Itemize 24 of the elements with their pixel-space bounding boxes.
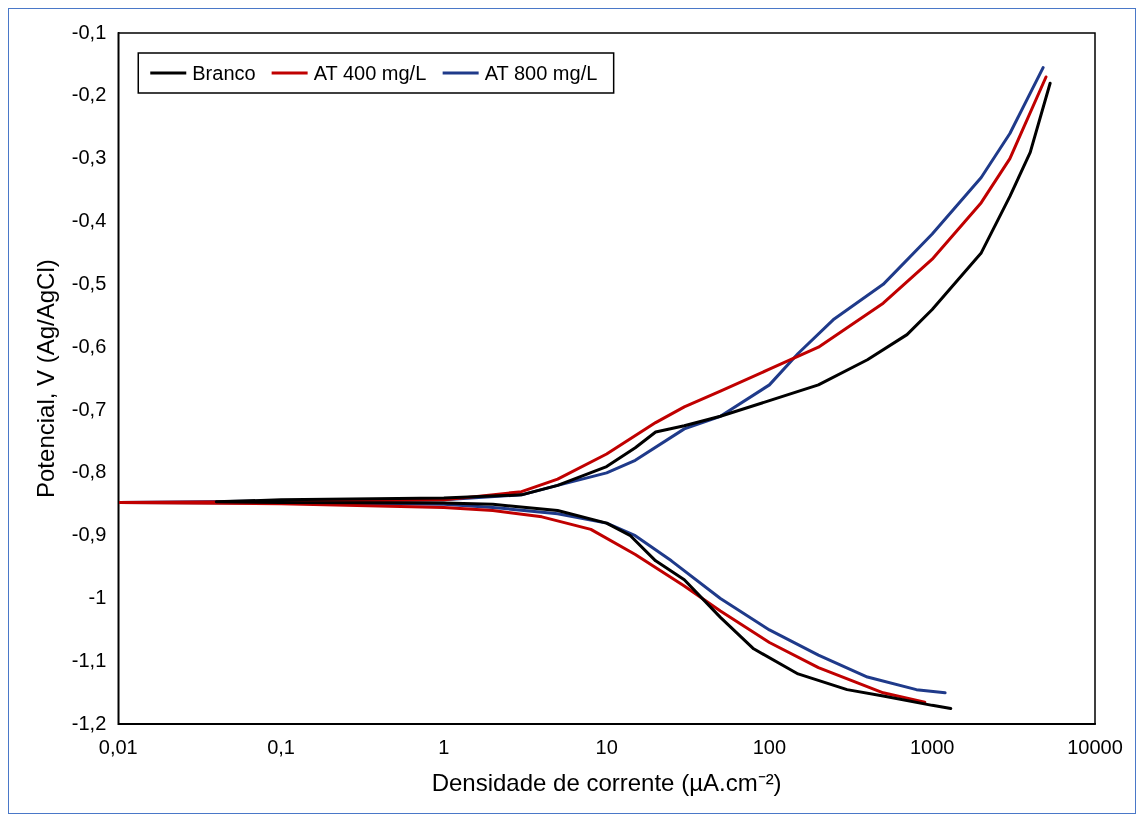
y-tick-label: -0,2 bbox=[71, 83, 107, 106]
y-axis-title: Potencial, V (Ag/AgCl) bbox=[32, 259, 60, 498]
y-tick-label: -0,3 bbox=[71, 146, 107, 169]
y-tick-label: -1 bbox=[88, 586, 107, 609]
legend-label: Branco bbox=[192, 61, 256, 84]
legend-label: AT 400 mg/L bbox=[313, 61, 427, 84]
x-tick-label: 100 bbox=[752, 735, 787, 758]
x-tick-label: 10 bbox=[595, 735, 618, 758]
x-tick-label: 1000 bbox=[909, 735, 955, 758]
y-tick-label: -1,1 bbox=[71, 648, 107, 671]
legend-label: AT 800 mg/L bbox=[484, 61, 598, 84]
y-tick-label: -0,9 bbox=[71, 523, 107, 546]
x-axis-title: Densidade de corrente (µA.cm⁻²) bbox=[431, 769, 782, 797]
y-tick-label: -0,8 bbox=[71, 460, 107, 483]
x-tick-label: 1 bbox=[438, 735, 450, 758]
y-tick-label: -0,6 bbox=[71, 334, 107, 357]
x-tick-label: 10000 bbox=[1067, 735, 1123, 758]
y-tick-label: -0,1 bbox=[71, 20, 107, 43]
x-tick-label: 0,01 bbox=[98, 735, 138, 758]
y-tick-label: -0,5 bbox=[71, 271, 107, 294]
x-tick-label: 0,1 bbox=[267, 735, 295, 758]
y-tick-label: -1,2 bbox=[71, 711, 107, 734]
y-tick-label: -0,4 bbox=[71, 209, 107, 232]
y-tick-label: -0,7 bbox=[71, 397, 107, 420]
